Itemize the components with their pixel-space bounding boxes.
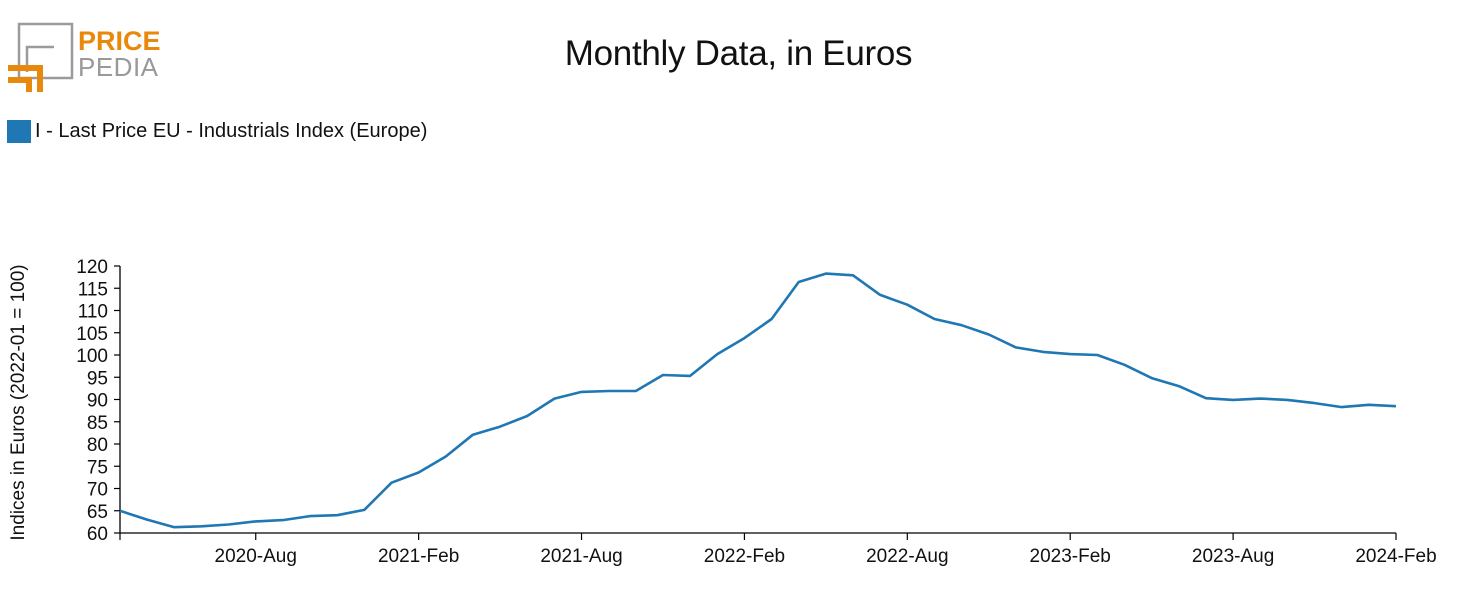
y-tick-label: 110: [78, 302, 108, 323]
y-tick-label: 100: [76, 346, 108, 367]
series-layer: [119, 272, 1397, 529]
logo-mark-icon: [8, 22, 74, 92]
x-tick-label: 2021-Feb: [378, 546, 459, 567]
y-tick-label: 95: [87, 368, 108, 389]
legend[interactable]: I - Last Price EU - Industrials Index (E…: [7, 120, 427, 143]
x-tick-label: 2023-Aug: [1192, 546, 1274, 567]
y-tick-label: 105: [76, 324, 108, 345]
x-tick-label: 2022-Feb: [704, 546, 785, 567]
x-tick-label: 2021-Aug: [540, 546, 622, 567]
x-tick-label: 2023-Feb: [1030, 546, 1111, 567]
pricepedia-logo: PRICE PEDIA: [8, 22, 161, 92]
y-axis-title: Indices in Euros (2022-01 = 100): [8, 264, 29, 540]
y-tick-label: 75: [87, 457, 108, 478]
x-tick-label: 2020-Aug: [215, 546, 297, 567]
x-axis: 2020-Aug 2021-Feb 2021-Aug 2022-Feb 2022-Aug…: [119, 532, 1437, 567]
logo-text-price: PRICE: [78, 26, 161, 56]
y-tick-label: 65: [87, 502, 108, 523]
y-tick-label: 85: [87, 413, 108, 434]
legend-swatch: [7, 120, 31, 143]
y-tick-label: 90: [87, 391, 108, 412]
x-tick-label: 2022-Aug: [866, 546, 948, 567]
y-tick-label: 115: [78, 279, 108, 300]
y-tick-label: 60: [87, 524, 108, 545]
y-tick-label: 80: [87, 435, 108, 456]
y-tick-label: 70: [87, 480, 108, 501]
series-line-0[interactable]: [119, 272, 1397, 529]
chart-title: Monthly Data, in Euros: [564, 34, 913, 73]
x-tick-label: 2024-Feb: [1355, 546, 1436, 567]
y-tick-label: 120: [76, 257, 108, 278]
logo-text-pedia: PEDIA: [78, 52, 159, 82]
legend-label: I - Last Price EU - Industrials Index (E…: [35, 120, 428, 142]
